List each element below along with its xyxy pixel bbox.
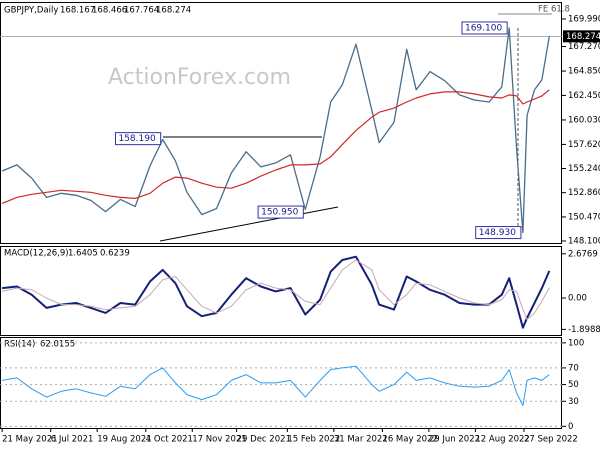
y-tick-label: 157.620: [568, 140, 600, 150]
ohlc-high: 168.466: [92, 6, 127, 16]
annotation-box: [475, 226, 522, 240]
ohlc-open: 168.167: [60, 6, 95, 16]
y-tick-label: 162.450: [568, 91, 600, 101]
x-tick-label: 6 Jul 2021: [51, 435, 94, 445]
panel-frame: [0, 246, 562, 336]
series-line: [1, 259, 550, 320]
x-tick-label: 15 Feb 2022: [287, 435, 340, 445]
macd-signal-value: 0.6239: [100, 249, 130, 259]
ohlc-low: 167.764: [124, 6, 159, 16]
y-tick-label: 152.860: [568, 188, 600, 198]
x-tick-label: 12 Aug 2022: [475, 435, 529, 445]
x-tick-label: 27 Sep 2022: [524, 435, 578, 445]
trend-line: [159, 206, 339, 242]
annotation-box: [461, 21, 508, 35]
x-tick-label: 29 Dec 2021: [237, 435, 291, 445]
annotation-label: 158.190: [118, 134, 155, 144]
watermark: ActionForex.com: [108, 65, 291, 90]
y-tick-label: -1.8988: [568, 325, 600, 335]
last-price-label: 168.274: [566, 32, 600, 42]
y-tick-label: 160.030: [568, 115, 600, 125]
x-tick-label: 19 Aug 2021: [97, 435, 151, 445]
last-price-box: [563, 30, 600, 43]
x-tick-label: 4 Oct 2021: [146, 435, 193, 445]
y-tick-label: 50: [568, 380, 579, 390]
y-tick-label: 0: [568, 422, 573, 432]
series-line: [2, 365, 550, 406]
series-line: [1, 27, 550, 234]
y-tick-label: 70: [568, 363, 579, 373]
series-line: [1, 89, 550, 204]
ohlc-close: 168.274: [156, 6, 191, 16]
y-tick-label: 167.270: [568, 42, 600, 52]
y-tick-label: 0.00: [568, 294, 587, 304]
panel-frame: [0, 2, 562, 244]
annotation-box: [257, 205, 304, 219]
macd-main-value: 1.6405: [68, 249, 98, 259]
panel-frame: [0, 337, 562, 429]
y-tick-label: 155.240: [568, 164, 600, 174]
y-tick-label: 100: [568, 338, 584, 348]
y-tick-label: 169.990: [568, 14, 600, 24]
rsi-value: 62.0155: [40, 340, 75, 350]
annotation-label: 150.950: [261, 208, 298, 218]
x-tick-label: 21 May 2021: [2, 435, 57, 445]
fe-label: FE 61.8: [538, 5, 570, 15]
annotation-box: [114, 132, 162, 146]
macd-title: MACD(12,26,9): [4, 249, 69, 259]
x-tick-label: 17 Nov 2021: [192, 435, 246, 445]
x-tick-label: 16 May 2022: [382, 435, 437, 445]
symbol: GBPJPY,Daily: [4, 6, 58, 16]
y-tick-label: 150.470: [568, 212, 600, 222]
y-tick-label: 2.6769: [568, 249, 598, 259]
rsi-title: RSI(14): [4, 340, 35, 350]
annotation-label: 148.930: [479, 228, 516, 238]
y-tick-label: 164.850: [568, 67, 600, 77]
x-tick-label: 29 Jun 2022: [429, 435, 480, 445]
series-line: [1, 255, 551, 329]
y-tick-label: 148.100: [568, 236, 600, 246]
y-tick-label: 30: [568, 397, 579, 407]
x-tick-label: 31 Mar 2022: [334, 435, 388, 445]
annotation-label: 169.100: [465, 23, 502, 33]
